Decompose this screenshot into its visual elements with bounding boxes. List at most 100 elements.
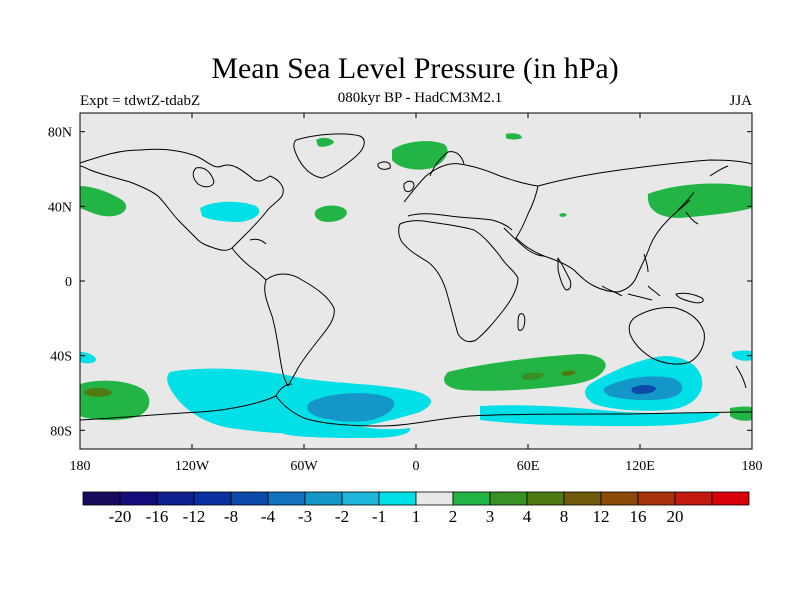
anomaly-greenland-sea-pos — [392, 141, 448, 170]
coastline-philippines — [643, 253, 649, 273]
coastline-new-zealand — [735, 365, 747, 389]
coastline-asia — [515, 159, 752, 293]
anomaly-antarctic-coast-neg — [279, 417, 411, 438]
anomaly-north-america-neg — [200, 201, 260, 222]
coastlines — [80, 133, 752, 427]
colorbar-swatch — [82, 491, 121, 506]
coastline-south-america — [264, 273, 335, 387]
coastline-mediterranean — [407, 213, 513, 231]
anomaly-south-atlantic-core — [521, 372, 544, 380]
colorbar-label: -12 — [183, 507, 206, 526]
lat-tick-label: 80N — [48, 126, 72, 141]
lon-tick-label: 0 — [413, 459, 420, 474]
map-subtitle: 080kyr BP - HadCM3M2.1 — [337, 90, 503, 106]
anomaly-weddell-core — [307, 393, 395, 422]
coastline-indonesia — [601, 285, 661, 301]
coastline-iceland — [377, 161, 391, 170]
season-label: JJA — [729, 93, 752, 109]
colorbar-swatch — [489, 491, 528, 506]
colorbar-label: 20 — [667, 507, 684, 526]
coastline-kamchatka — [709, 165, 729, 177]
colorbar-swatch — [341, 491, 380, 506]
anomaly-west-edge-neg — [80, 352, 96, 364]
colorbar-swatch — [267, 491, 306, 506]
colorbar-swatch — [637, 491, 676, 506]
colorbar-label: 4 — [523, 507, 532, 526]
anomaly-north-pacific-pos — [80, 186, 127, 217]
anomaly-north-atlantic-pos — [314, 205, 347, 222]
anomaly-south-pacific-east-pos — [730, 406, 752, 421]
colorbar: -20 -16 -12 -8 -4 -3 -2 -1 1 2 3 4 8 12 16 20 — [82, 491, 750, 526]
colorbar-swatch — [452, 491, 491, 506]
colorbar-label: -1 — [372, 507, 386, 526]
lon-tick-label: 60E — [517, 459, 540, 474]
colorbar-swatch — [600, 491, 639, 506]
lat-tick-label: 80S — [50, 424, 72, 439]
anomaly-south-atlantic-pos — [444, 354, 606, 391]
colorbar-label: 1 — [412, 507, 421, 526]
lat-tick-label: 0 — [65, 275, 72, 290]
lon-tick-label: 120W — [175, 459, 210, 474]
coastline-japan — [677, 191, 699, 225]
colorbar-swatch — [674, 491, 713, 506]
colorbar-label: 16 — [630, 507, 647, 526]
anomaly-mediterranean-pos — [559, 213, 567, 217]
colorbar-label: 12 — [593, 507, 610, 526]
colorbar-label: -2 — [335, 507, 349, 526]
latitude-axis: 80N 40N 0 40S 80S — [48, 126, 752, 439]
lon-tick-label: 180 — [70, 459, 91, 474]
coastline-madagascar — [517, 313, 526, 331]
anomaly-south-indian-inner — [631, 385, 656, 394]
coastline-india — [557, 257, 572, 291]
coastline-antarctica — [80, 395, 752, 427]
lon-tick-label: 60W — [290, 459, 318, 474]
colorbar-swatch — [526, 491, 565, 506]
colorbar-label: -8 — [224, 507, 238, 526]
lat-tick-label: 40N — [48, 200, 72, 215]
coastline-europe — [403, 163, 539, 203]
colorbar-swatch — [230, 491, 269, 506]
anomaly-west-pacific-pos — [647, 183, 752, 218]
colorbar-swatch — [563, 491, 602, 506]
pressure-anomaly-field — [80, 133, 752, 438]
lat-tick-label: 40S — [50, 350, 72, 365]
anomaly-alaska-pos — [506, 133, 522, 140]
colorbar-label: 8 — [560, 507, 569, 526]
lon-tick-label: 120E — [625, 459, 655, 474]
anomaly-south-pacific-core — [83, 387, 112, 397]
experiment-label: Expt = tdwtZ-tdabZ — [80, 93, 201, 109]
map-title: Mean Sea Level Pressure (in hPa) — [211, 52, 619, 85]
longitude-axis: 180 120W 60W 0 60E 120E 180 — [70, 113, 763, 474]
colorbar-swatch — [304, 491, 343, 506]
coastline-british-isles — [403, 180, 415, 193]
coastline-africa — [398, 220, 519, 343]
colorbar-label: -3 — [298, 507, 312, 526]
colorbar-swatch — [193, 491, 232, 506]
anomaly-east-antarctic-neg — [480, 405, 720, 426]
anomaly-arctic-small-pos — [316, 137, 334, 147]
colorbar-label: 3 — [486, 507, 495, 526]
colorbar-swatch — [378, 491, 417, 506]
coastline-arabia — [503, 227, 545, 257]
colorbar-label: -4 — [261, 507, 276, 526]
colorbar-swatch — [415, 491, 454, 506]
coastline-new-guinea — [675, 292, 704, 304]
coastline-scandinavia — [429, 151, 465, 177]
anomaly-south-atlantic-core2 — [561, 370, 576, 376]
coastline-greenland — [293, 133, 365, 179]
coastline-north-america — [80, 148, 284, 251]
coastline-caribbean — [249, 238, 267, 245]
colorbar-label: -20 — [109, 507, 132, 526]
coastline-antarctic-peninsula — [275, 383, 293, 397]
colorbar-swatch — [711, 491, 750, 506]
colorbar-swatch — [119, 491, 158, 506]
colorbar-label: -16 — [146, 507, 169, 526]
colorbar-label: 2 — [449, 507, 458, 526]
coastline-hudson-bay — [192, 167, 215, 188]
coastline-australia — [628, 307, 705, 365]
anomaly-east-edge-neg — [732, 350, 752, 361]
lon-tick-label: 180 — [742, 459, 763, 474]
coastline-central-america — [231, 247, 267, 281]
colorbar-swatch — [156, 491, 195, 506]
